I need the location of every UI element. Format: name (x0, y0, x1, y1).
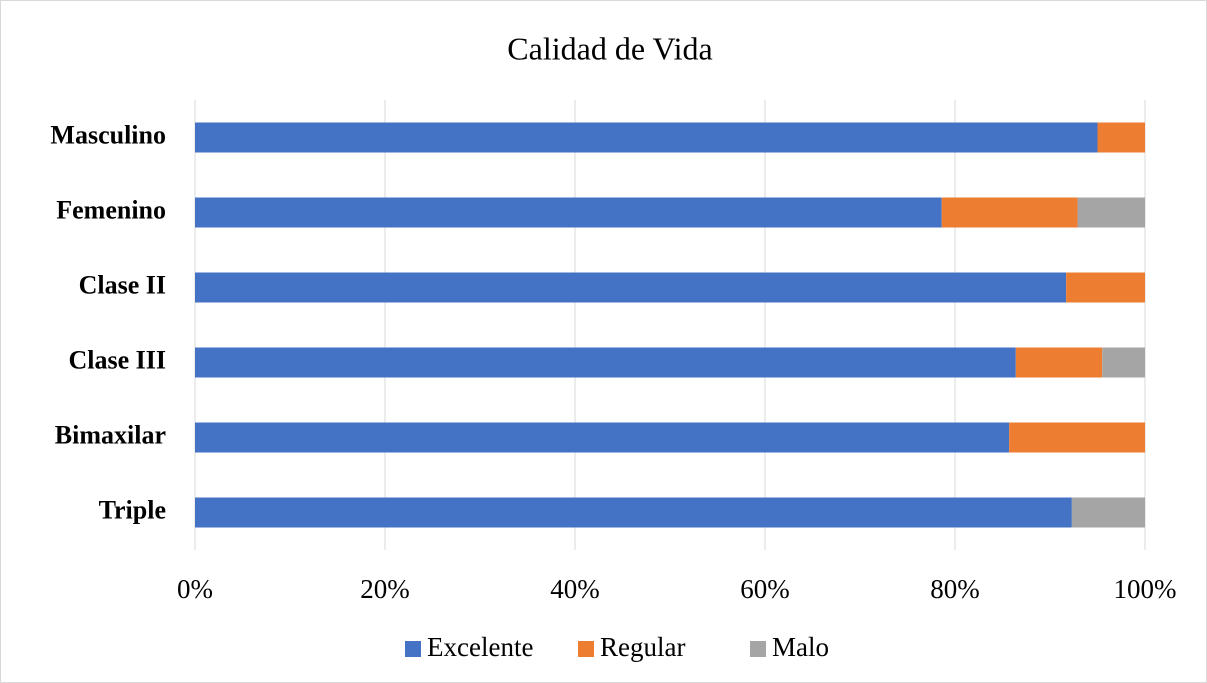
y-tick-label: Triple (99, 495, 166, 524)
legend-label: Malo (772, 632, 829, 662)
y-tick-label: Clase II (79, 270, 166, 299)
x-tick-label: 20% (360, 574, 410, 604)
y-tick-label: Bimaxilar (55, 420, 166, 449)
x-tick-label: 100% (1114, 574, 1177, 604)
bar-segment (195, 497, 1072, 528)
bar-segment (1071, 497, 1145, 528)
y-tick-label: Clase III (68, 345, 166, 374)
bar-segment (941, 197, 1078, 228)
x-tick-label: 40% (550, 574, 600, 604)
bar-segment (1102, 347, 1145, 378)
legend-label: Regular (600, 632, 685, 662)
chart-title: Calidad de Vida (507, 30, 712, 66)
bar-segment (195, 272, 1067, 303)
bar-segment (1066, 272, 1145, 303)
bar-segment (1097, 122, 1145, 153)
legend-label: Excelente (427, 632, 533, 662)
y-tick-label: Femenino (56, 195, 166, 224)
bar-segment (1009, 422, 1145, 453)
bar-segment (195, 122, 1098, 153)
x-tick-label: 80% (930, 574, 980, 604)
bar-segment (1077, 197, 1145, 228)
bar-segment (195, 197, 942, 228)
bar-segment (195, 422, 1010, 453)
legend-swatch (750, 641, 766, 657)
bar-segment (195, 347, 1016, 378)
x-tick-label: 60% (740, 574, 790, 604)
legend-swatch (578, 641, 594, 657)
y-tick-label: Masculino (50, 120, 166, 149)
legend-swatch (405, 641, 421, 657)
x-tick-label: 0% (177, 574, 213, 604)
bar-segment (1015, 347, 1103, 378)
